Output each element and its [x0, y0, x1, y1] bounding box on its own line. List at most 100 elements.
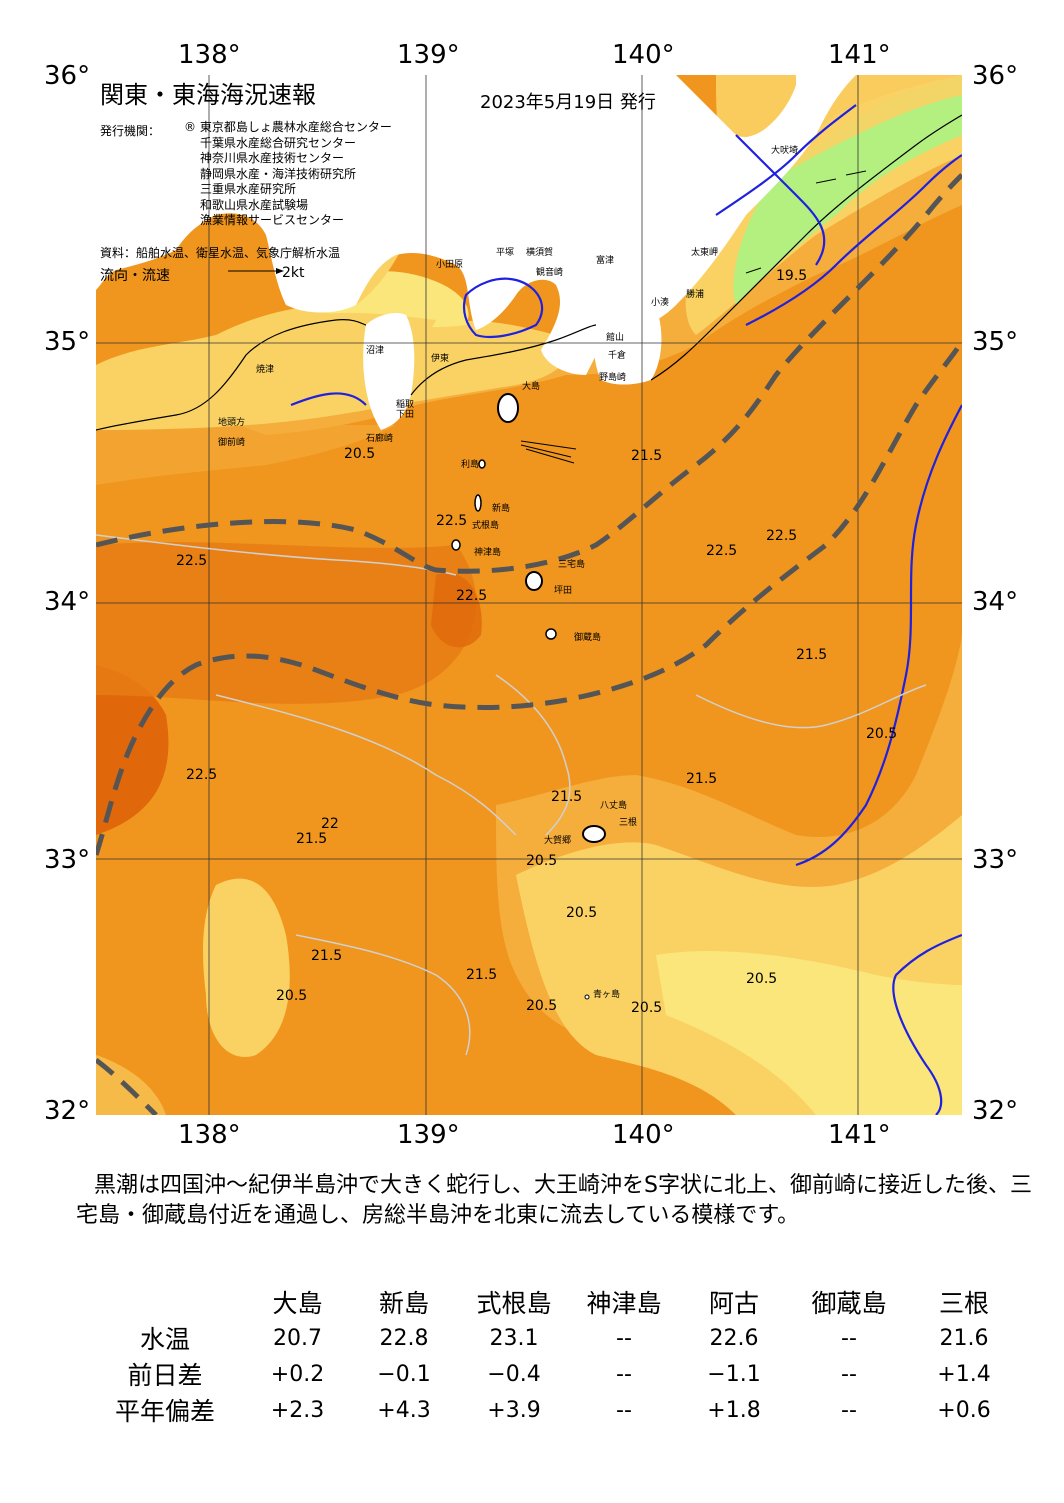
- table-cell: −0.1: [377, 1361, 431, 1387]
- table-cell: 22.8: [379, 1325, 429, 1351]
- lon-label-bottom-139: 139°: [397, 1120, 460, 1150]
- table-header-row: 大島 新島 式根島 神津島 阿古 御蔵島 三根: [84, 1284, 1019, 1320]
- svg-text:平塚: 平塚: [496, 247, 514, 258]
- svg-text:20.5: 20.5: [526, 853, 557, 869]
- svg-text:野島崎: 野島崎: [599, 371, 626, 383]
- svg-text:横須賀: 横須賀: [526, 246, 553, 258]
- lat-label-left-35: 35°: [44, 327, 91, 357]
- table-cell: +2.3: [270, 1397, 325, 1423]
- data-source: 資料：船舶水温、衛星水温、気象庁解析水温: [100, 246, 341, 260]
- lat-label-left-34: 34°: [44, 587, 91, 617]
- svg-text:石廊崎: 石廊崎: [366, 432, 393, 444]
- table-cell: +0.6: [937, 1397, 991, 1423]
- svg-text:22.5: 22.5: [186, 767, 217, 783]
- svg-text:千倉: 千倉: [608, 349, 626, 361]
- lat-label-right-32: 32°: [972, 1096, 1019, 1126]
- table-cell: --: [841, 1325, 857, 1351]
- svg-text:21.5: 21.5: [686, 771, 717, 787]
- issuer-item: 神奈川県水産技術センター: [200, 151, 345, 165]
- table-cell: −1.1: [707, 1361, 761, 1387]
- svg-text:式根島: 式根島: [472, 519, 499, 531]
- lat-label-left-33: 33°: [44, 845, 91, 875]
- svg-text:20.5: 20.5: [746, 971, 777, 987]
- svg-text:観音崎: 観音崎: [536, 266, 563, 278]
- lon-label-bottom-140: 140°: [612, 1120, 675, 1150]
- svg-text:青ヶ島: 青ヶ島: [593, 988, 620, 1000]
- lat-label-right-34: 34°: [972, 587, 1019, 617]
- description-text: 黒潮は四国沖～紀伊半島沖で大きく蛇行し、大王崎沖をS字状に北上、御前崎に接近した…: [76, 1173, 1032, 1228]
- svg-text:20.5: 20.5: [276, 988, 307, 1004]
- svg-text:勝浦: 勝浦: [686, 288, 704, 300]
- svg-text:焼津: 焼津: [256, 364, 274, 375]
- table-cell: +1.8: [707, 1397, 761, 1423]
- column-header: 大島: [272, 1289, 323, 1318]
- lat-label-right-33: 33°: [972, 845, 1019, 875]
- table-row: 前日差 +0.2 −0.1 −0.4 -- −1.1 -- +1.4: [84, 1356, 1019, 1392]
- table-cell: --: [841, 1361, 857, 1387]
- svg-text:沼津: 沼津: [366, 345, 384, 356]
- svg-text:地頭方: 地頭方: [218, 416, 245, 428]
- svg-text:新島: 新島: [492, 502, 510, 514]
- svg-text:20.5: 20.5: [344, 446, 375, 462]
- lat-label-left-36: 36°: [44, 61, 91, 91]
- svg-text:小湊: 小湊: [651, 296, 669, 308]
- lat-label-left-32: 32°: [44, 1096, 91, 1126]
- table-cell: 23.1: [489, 1325, 539, 1351]
- column-header: 御蔵島: [811, 1289, 887, 1318]
- table-row: 水温 20.7 22.8 23.1 -- 22.6 -- 21.6: [84, 1320, 1019, 1356]
- svg-text:三宅島: 三宅島: [558, 558, 585, 570]
- table-cell: 21.6: [939, 1325, 989, 1351]
- svg-text:下田: 下田: [396, 409, 414, 420]
- table-cell: --: [616, 1361, 632, 1387]
- column-header: 式根島: [476, 1289, 552, 1318]
- svg-text:20.5: 20.5: [631, 1000, 662, 1016]
- issue-date: 2023年5月19日 発行: [480, 92, 656, 113]
- svg-text:太東岬: 太東岬: [691, 246, 718, 258]
- table-cell: 22.6: [709, 1325, 759, 1351]
- svg-text:大島: 大島: [522, 380, 540, 392]
- table-cell: +0.2: [270, 1361, 325, 1387]
- svg-text:21.5: 21.5: [631, 448, 662, 464]
- svg-text:20.5: 20.5: [866, 726, 897, 742]
- svg-text:大賀郷: 大賀郷: [544, 834, 571, 846]
- svg-text:22.5: 22.5: [176, 553, 207, 569]
- svg-text:22.5: 22.5: [456, 588, 487, 604]
- map-title: 関東・東海海況速報: [100, 81, 316, 109]
- issuer-label: 発行機関：: [100, 124, 161, 138]
- lon-label-bottom-141: 141°: [828, 1120, 891, 1150]
- column-header: 新島: [378, 1289, 429, 1318]
- svg-text:22: 22: [321, 816, 339, 832]
- svg-text:22.5: 22.5: [766, 528, 797, 544]
- table-cell: --: [841, 1397, 857, 1423]
- svg-text:伊東: 伊東: [431, 352, 449, 364]
- svg-text:利島: 利島: [461, 458, 479, 470]
- lat-label-right-35: 35°: [972, 327, 1019, 357]
- row-label: 平年偏差: [114, 1397, 215, 1426]
- svg-text:21.5: 21.5: [296, 831, 327, 847]
- issuer-list: ® 東京都島しょ農林水産総合センター 千葉県水産総合研究センター 神奈川県水産技…: [184, 120, 392, 229]
- row-label: 前日差: [127, 1361, 203, 1390]
- table-cell: +1.4: [937, 1361, 991, 1387]
- svg-text:小田原: 小田原: [436, 259, 463, 270]
- table-cell: --: [616, 1397, 632, 1423]
- issuer-item: 和歌山県水産試験場: [200, 197, 309, 212]
- svg-text:20.5: 20.5: [526, 998, 557, 1014]
- svg-text:21.5: 21.5: [551, 789, 582, 805]
- svg-text:21.5: 21.5: [466, 967, 497, 983]
- lon-label-top-138: 138°: [178, 40, 241, 70]
- svg-text:神津島: 神津島: [474, 546, 501, 558]
- svg-text:20.5: 20.5: [566, 905, 597, 921]
- column-header: 神津島: [586, 1289, 662, 1318]
- svg-text:三根: 三根: [619, 816, 637, 828]
- svg-text:八丈島: 八丈島: [600, 799, 627, 811]
- lon-label-top-139: 139°: [397, 40, 460, 70]
- sst-table: 大島 新島 式根島 神津島 阿古 御蔵島 三根 水温 20.7 22.8 23.…: [84, 1284, 1019, 1428]
- flow-legend-label: 流向・流速: [100, 268, 170, 284]
- lon-label-bottom-138: 138°: [178, 1120, 241, 1150]
- column-header: 阿古: [708, 1289, 759, 1318]
- issuer-item: 三重県水産研究所: [200, 182, 297, 196]
- svg-text:稲取: 稲取: [396, 398, 414, 410]
- issuer-item: 静岡県水産・海洋技術研究所: [200, 166, 357, 181]
- table-cell: 20.7: [273, 1325, 322, 1351]
- svg-text:21.5: 21.5: [796, 647, 827, 663]
